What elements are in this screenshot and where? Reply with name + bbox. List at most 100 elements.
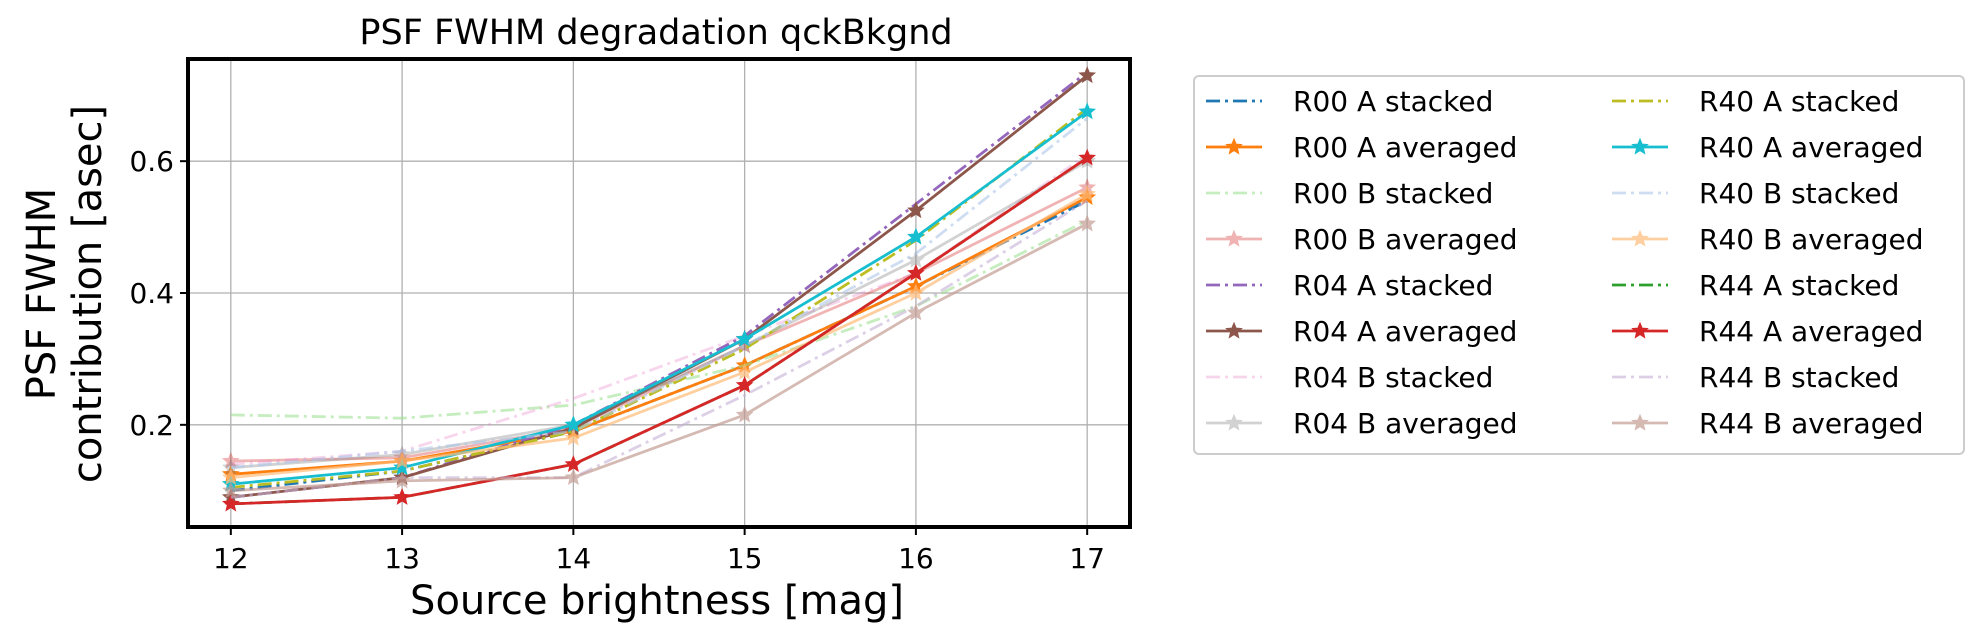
x-tick-label: 16 [898,542,934,575]
series-line [230,107,1089,489]
data-point [907,201,925,219]
series-r40-a-stacked [230,107,1089,489]
data-point [1078,184,1097,202]
legend-marker [1631,137,1649,155]
chart-title: PSF FWHM degradation qckBkgnd [359,13,952,53]
data-point [1078,148,1097,166]
x-tick-label: 13 [384,542,420,575]
series-line [230,196,1088,476]
x-tick-label: 14 [556,542,592,575]
data-point [393,487,411,505]
legend: R00 A stacked R00 A averaged R00 B stacked… [1193,75,1965,455]
legend-label: R00 B averaged [1293,223,1518,256]
legend-marker [1631,229,1649,247]
data-point [907,263,925,281]
legend-marker [1631,321,1649,339]
grid [188,59,1130,527]
legend-label: R44 B averaged [1699,407,1924,440]
y-axis: 0.2 0.4 0.6 [129,145,188,442]
data-point [393,471,411,489]
legend-handle [1206,137,1262,155]
series-line [230,156,1088,506]
legend-marker [1225,321,1243,339]
legend-handle [1612,137,1668,155]
series-line [230,159,1088,470]
legend-marker [1225,137,1243,155]
legend-label: R00 A averaged [1293,131,1517,164]
legend-handle [1206,413,1262,431]
x-tick-label: 12 [213,542,249,575]
data-point [907,227,925,245]
series-r40-b-stacked [230,117,1089,470]
legend-label: R44 A stacked [1699,269,1899,302]
legend-label: R00 A stacked [1293,85,1493,118]
series-line [230,117,1089,470]
data-point [393,451,411,469]
x-axis-label: Source brightness [mag] [410,578,904,624]
data-point [564,428,583,446]
legend-label: R44 A averaged [1699,315,1923,348]
legend-marker [1225,229,1243,247]
data-point [735,376,754,393]
data-point [221,468,240,486]
legend-handle [1206,321,1262,339]
series-layer [221,66,1097,512]
legend-label: R04 A averaged [1293,315,1517,348]
y-axis-label-line2: contribution [asec] [65,105,111,483]
y-tick-label: 0.2 [129,409,174,442]
legend-marker [1631,413,1649,431]
y-axis-label-line1: PSF FWHM [19,188,65,400]
legend-marker [1225,413,1243,431]
y-axis-label: PSF FWHM contribution [asec] [19,105,111,483]
legend-label: R04 A stacked [1293,269,1493,302]
series-line [230,156,1088,506]
x-axis: 12 13 14 15 16 17 [213,527,1105,575]
data-point [1078,66,1097,84]
data-point [735,362,754,380]
data-point [1078,102,1097,120]
data-point [221,481,240,499]
data-point [564,415,583,433]
data-point [1078,214,1097,232]
legend-handle [1612,229,1668,247]
legend-label: R40 A stacked [1699,85,1899,118]
x-tick-label: 17 [1069,542,1105,575]
series-r44-a-averaged [221,148,1097,512]
legend-label: R04 B averaged [1293,407,1518,440]
data-point [393,458,411,476]
legend-label: R40 A averaged [1699,131,1923,164]
series-line [230,192,1088,479]
series-line [230,186,1088,463]
series-line [230,222,1088,493]
series-r44-b-averaged [221,214,1097,499]
data-point [907,283,925,301]
y-tick-label: 0.4 [129,277,174,310]
series-r44-b-stacked [230,199,1088,499]
legend-label: R40 B averaged [1699,223,1924,256]
legend-label: R44 B stacked [1699,361,1899,394]
data-point [564,468,583,486]
legend-label: R04 B stacked [1293,361,1493,394]
data-point [735,405,754,423]
legend-handle [1612,321,1668,339]
legend-frame [1193,75,1965,455]
data-point [564,455,583,472]
legend-label: R00 B stacked [1293,177,1493,210]
legend-handle [1206,229,1262,247]
series-r04-a-averaged [221,66,1097,505]
y-tick-label: 0.6 [129,145,174,178]
series-r44-a-stacked [230,156,1088,506]
series-r40-b-averaged [221,184,1097,486]
series-line [230,219,1088,420]
data-point [735,329,754,347]
series-line [230,110,1089,486]
series-line [230,199,1088,499]
data-point [907,303,925,321]
legend-label: R40 B stacked [1699,177,1899,210]
x-tick-label: 15 [727,542,763,575]
series-line [230,74,1089,499]
data-point [221,494,240,512]
series-r00-b-stacked [230,219,1088,420]
legend-handle [1612,413,1668,431]
